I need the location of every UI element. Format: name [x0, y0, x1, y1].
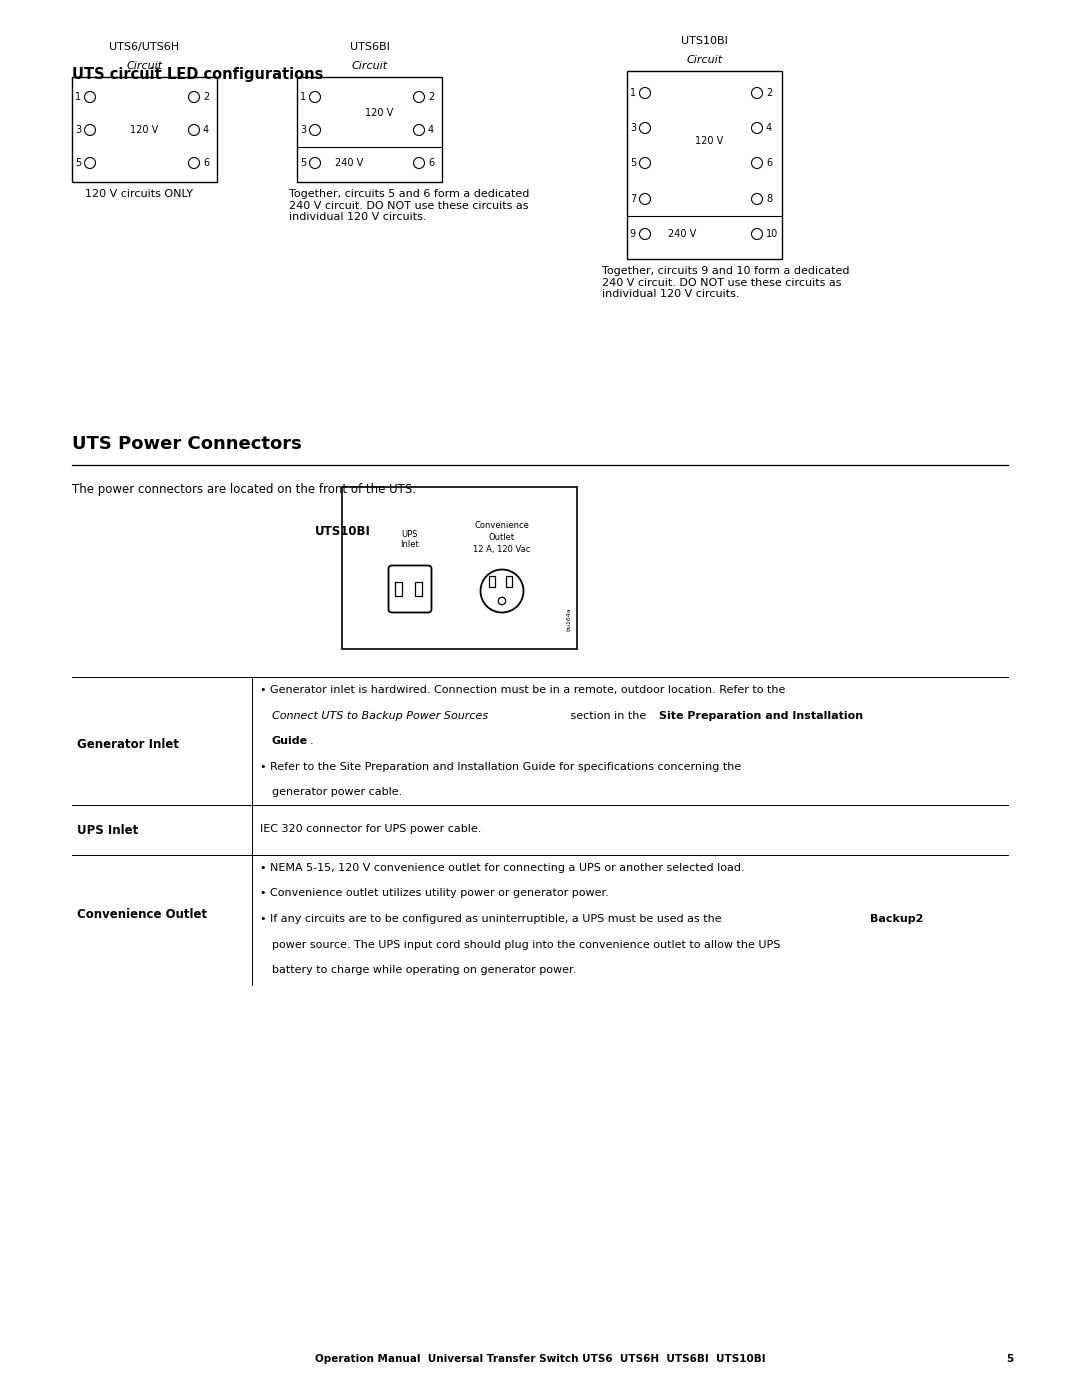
Text: 5: 5 [300, 158, 306, 168]
Text: 240 V: 240 V [667, 229, 697, 239]
Text: UTS6BI: UTS6BI [350, 42, 390, 52]
Text: 4: 4 [203, 124, 210, 136]
Text: Backup2: Backup2 [870, 914, 923, 923]
Text: 120 V circuits ONLY: 120 V circuits ONLY [85, 189, 193, 198]
Text: • Generator inlet is hardwired. Connection must be in a remote, outdoor location: • Generator inlet is hardwired. Connecti… [260, 685, 785, 694]
Text: Outlet: Outlet [489, 532, 515, 542]
Text: 5: 5 [75, 158, 81, 168]
Text: 1: 1 [75, 92, 81, 102]
Text: 1: 1 [300, 92, 306, 102]
Text: 5: 5 [1005, 1354, 1013, 1363]
Text: UTS10BI: UTS10BI [681, 36, 728, 46]
Text: 4: 4 [428, 124, 434, 136]
Text: 10: 10 [766, 229, 779, 239]
Text: UTS circuit LED configurations: UTS circuit LED configurations [72, 67, 323, 82]
Text: Circuit: Circuit [687, 54, 723, 66]
Text: 3: 3 [75, 124, 81, 136]
Text: Operation Manual  Universal Transfer Switch UTS6  UTS6H  UTS6BI  UTS10BI: Operation Manual Universal Transfer Swit… [314, 1354, 766, 1363]
Text: UTS Power Connectors: UTS Power Connectors [72, 434, 301, 453]
Text: Inlet: Inlet [401, 541, 419, 549]
Text: 7: 7 [630, 194, 636, 204]
Text: 240 V: 240 V [335, 158, 363, 168]
Text: 6: 6 [766, 158, 772, 168]
Text: 2: 2 [203, 92, 210, 102]
Bar [342, 488, 577, 650]
Bar [297, 77, 442, 182]
Bar [627, 71, 782, 258]
Text: 12 A, 120 Vac: 12 A, 120 Vac [473, 545, 530, 553]
Text: section in the: section in the [567, 711, 650, 721]
Text: 6: 6 [428, 158, 434, 168]
Text: Connect UTS to Backup Power Sources: Connect UTS to Backup Power Sources [272, 711, 488, 721]
Text: 5: 5 [630, 158, 636, 168]
Text: The power connectors are located on the front of the UTS.: The power connectors are located on the … [72, 483, 416, 496]
Text: 9: 9 [630, 229, 636, 239]
Text: Circuit: Circuit [351, 61, 388, 71]
Text: .: . [310, 736, 313, 746]
Text: 8: 8 [766, 194, 772, 204]
Text: UPS: UPS [402, 529, 418, 539]
Text: Together, circuits 9 and 10 form a dedicated
240 V circuit. DO NOT use these cir: Together, circuits 9 and 10 form a dedic… [602, 265, 850, 299]
Bar [415, 583, 421, 597]
Text: generator power cable.: generator power cable. [272, 787, 402, 798]
Text: 3: 3 [630, 123, 636, 133]
Text: • If any circuits are to be configured as uninterruptible, a UPS must be used as: • If any circuits are to be configured a… [260, 914, 725, 923]
Text: Generator Inlet: Generator Inlet [77, 739, 179, 752]
Text: 2: 2 [766, 88, 772, 98]
Text: power source. The UPS input cord should plug into the convenience outlet to allo: power source. The UPS input cord should … [272, 940, 781, 950]
Text: UPS Inlet: UPS Inlet [77, 824, 138, 837]
Text: Guide: Guide [272, 736, 308, 746]
Text: 6: 6 [203, 158, 210, 168]
Text: Convenience Outlet: Convenience Outlet [77, 908, 207, 922]
Text: Together, circuits 5 and 6 form a dedicated
240 V circuit. DO NOT use these circ: Together, circuits 5 and 6 form a dedica… [289, 189, 529, 222]
Text: Convenience: Convenience [474, 521, 529, 529]
Text: UTS6/UTS6H: UTS6/UTS6H [109, 42, 179, 52]
Text: • Convenience outlet utilizes utility power or generator power.: • Convenience outlet utilizes utility po… [260, 888, 609, 898]
Text: 1: 1 [630, 88, 636, 98]
Text: Site Preparation and Installation: Site Preparation and Installation [659, 711, 863, 721]
Text: 4: 4 [766, 123, 772, 133]
Text: • Refer to the Site Preparation and Installation Guide for specifications concer: • Refer to the Site Preparation and Inst… [260, 761, 741, 771]
Text: 120 V: 120 V [131, 124, 159, 136]
Bar [507, 576, 512, 587]
Text: • NEMA 5-15, 120 V convenience outlet for connecting a UPS or another selected l: • NEMA 5-15, 120 V convenience outlet fo… [260, 863, 744, 873]
Text: battery to charge while operating on generator power.: battery to charge while operating on gen… [272, 965, 577, 975]
Text: 120 V: 120 V [696, 136, 724, 145]
Text: bu164a: bu164a [566, 608, 571, 631]
Bar [489, 576, 495, 587]
Text: 3: 3 [300, 124, 306, 136]
Bar [72, 77, 217, 182]
Text: Circuit: Circuit [126, 61, 163, 71]
Text: 120 V: 120 V [365, 109, 393, 119]
Bar [395, 583, 402, 597]
Text: UTS10BI: UTS10BI [315, 525, 370, 538]
Text: IEC 320 connector for UPS power cable.: IEC 320 connector for UPS power cable. [260, 824, 482, 834]
Text: 2: 2 [428, 92, 434, 102]
